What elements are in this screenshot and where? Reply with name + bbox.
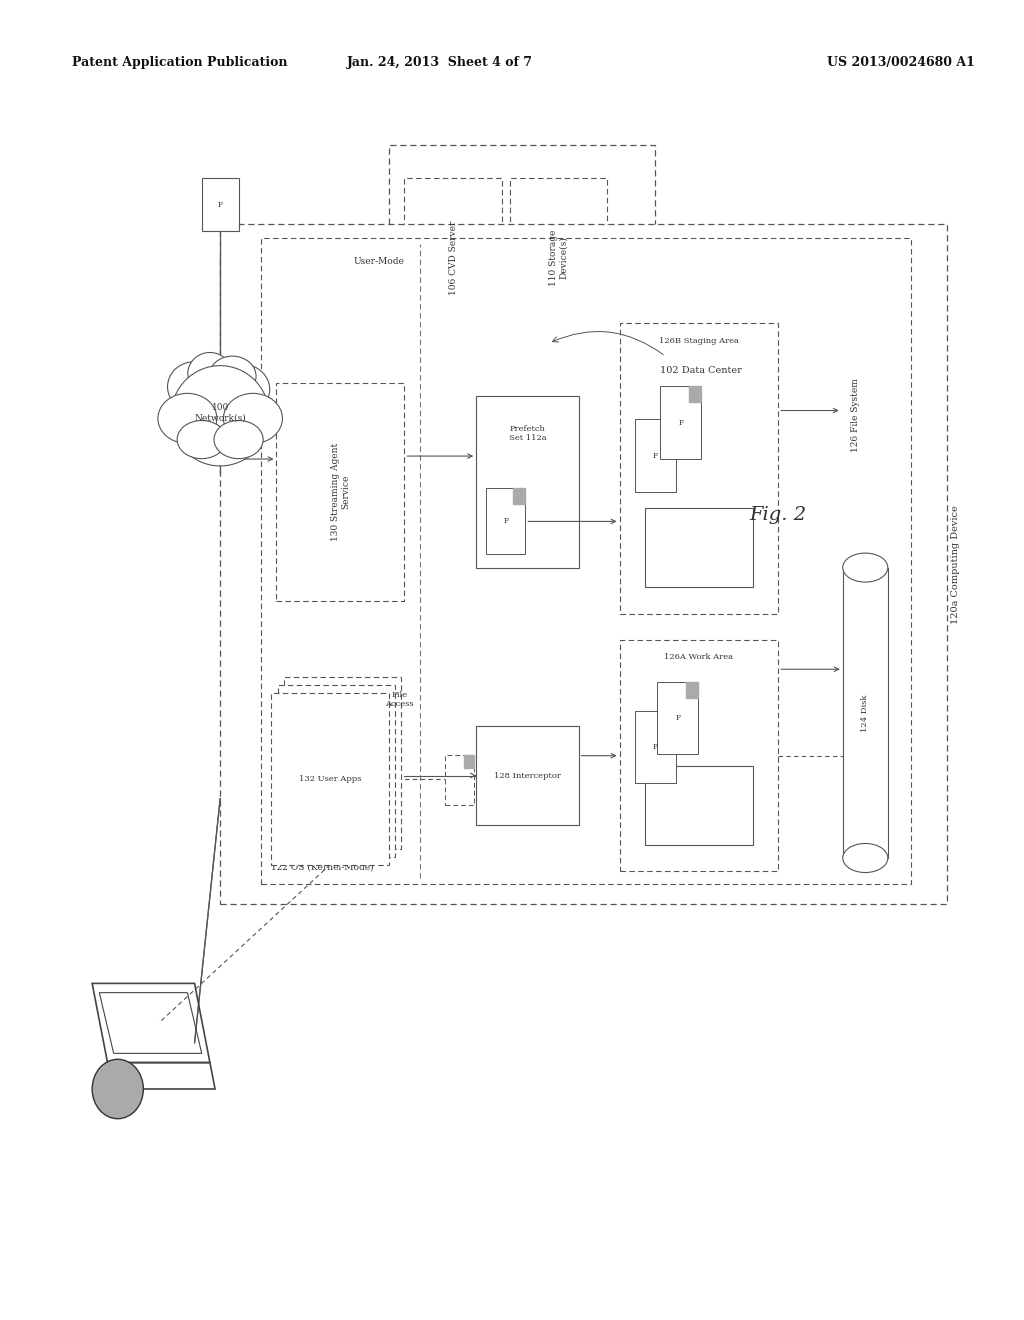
- Ellipse shape: [158, 393, 217, 444]
- Text: 132 User Apps: 132 User Apps: [299, 775, 361, 783]
- Text: 126A Work Area: 126A Work Area: [665, 653, 733, 661]
- Text: 130 Streaming Agent
Service: 130 Streaming Agent Service: [331, 442, 350, 541]
- Text: 120a Computing Device: 120a Computing Device: [951, 506, 959, 623]
- Ellipse shape: [177, 421, 226, 458]
- Ellipse shape: [216, 364, 269, 414]
- Bar: [635, 420, 676, 492]
- Text: F: F: [675, 714, 681, 722]
- Text: Patent Application Publication: Patent Application Publication: [72, 55, 287, 69]
- Bar: [261, 238, 911, 884]
- Bar: [202, 178, 239, 231]
- Text: Prefetch
Set 112a: Prefetch Set 112a: [509, 425, 546, 442]
- Text: F: F: [678, 418, 684, 426]
- Bar: [510, 178, 607, 337]
- Bar: [404, 178, 502, 337]
- Text: 128 Interceptor: 128 Interceptor: [494, 771, 561, 780]
- Bar: [660, 387, 701, 459]
- Text: 106 CVD Server: 106 CVD Server: [449, 220, 458, 294]
- Ellipse shape: [168, 362, 221, 412]
- Ellipse shape: [843, 553, 888, 582]
- Ellipse shape: [171, 366, 269, 466]
- Bar: [620, 323, 778, 614]
- Bar: [476, 726, 579, 825]
- Bar: [645, 766, 753, 845]
- Bar: [271, 693, 389, 865]
- Polygon shape: [513, 488, 525, 504]
- Polygon shape: [664, 420, 676, 436]
- Text: Jan. 24, 2013  Sheet 4 of 7: Jan. 24, 2013 Sheet 4 of 7: [347, 55, 534, 69]
- Ellipse shape: [209, 356, 256, 396]
- Bar: [220, 224, 947, 904]
- Ellipse shape: [187, 352, 232, 395]
- Text: 110 Storage
Device(s): 110 Storage Device(s): [549, 230, 568, 285]
- Text: File
Access: File Access: [385, 690, 414, 709]
- Text: US 2013/0024680 A1: US 2013/0024680 A1: [827, 55, 975, 69]
- Polygon shape: [664, 710, 676, 726]
- Text: 102 Data Center: 102 Data Center: [660, 366, 742, 375]
- Bar: [486, 488, 525, 554]
- Ellipse shape: [188, 366, 252, 426]
- Bar: [657, 681, 698, 754]
- Ellipse shape: [843, 843, 888, 873]
- Bar: [635, 710, 676, 783]
- Bar: [645, 508, 753, 587]
- Polygon shape: [464, 755, 474, 768]
- Text: 126 File System: 126 File System: [851, 378, 859, 451]
- Bar: [620, 640, 778, 871]
- Text: F: F: [652, 451, 658, 459]
- Bar: [278, 685, 395, 857]
- Text: User-Mode: User-Mode: [353, 257, 404, 267]
- Ellipse shape: [223, 393, 283, 444]
- Text: 126B Staging Area: 126B Staging Area: [658, 337, 739, 345]
- Bar: [389, 145, 655, 350]
- Polygon shape: [689, 387, 701, 403]
- Bar: [284, 677, 401, 849]
- Polygon shape: [686, 681, 698, 697]
- Text: F: F: [652, 743, 658, 751]
- Text: F: F: [503, 517, 509, 525]
- Bar: [276, 383, 404, 601]
- Text: 122 OS (Kernel-Mode): 122 OS (Kernel-Mode): [271, 862, 374, 871]
- Bar: [476, 396, 579, 568]
- Bar: [843, 568, 888, 858]
- Text: 124 Disk: 124 Disk: [861, 694, 869, 731]
- Ellipse shape: [92, 1059, 143, 1119]
- Ellipse shape: [214, 421, 263, 458]
- Text: Fig. 2: Fig. 2: [750, 506, 807, 524]
- Text: F: F: [217, 201, 223, 209]
- Text: 100
Network(s): 100 Network(s): [195, 404, 246, 422]
- Bar: [445, 755, 474, 805]
